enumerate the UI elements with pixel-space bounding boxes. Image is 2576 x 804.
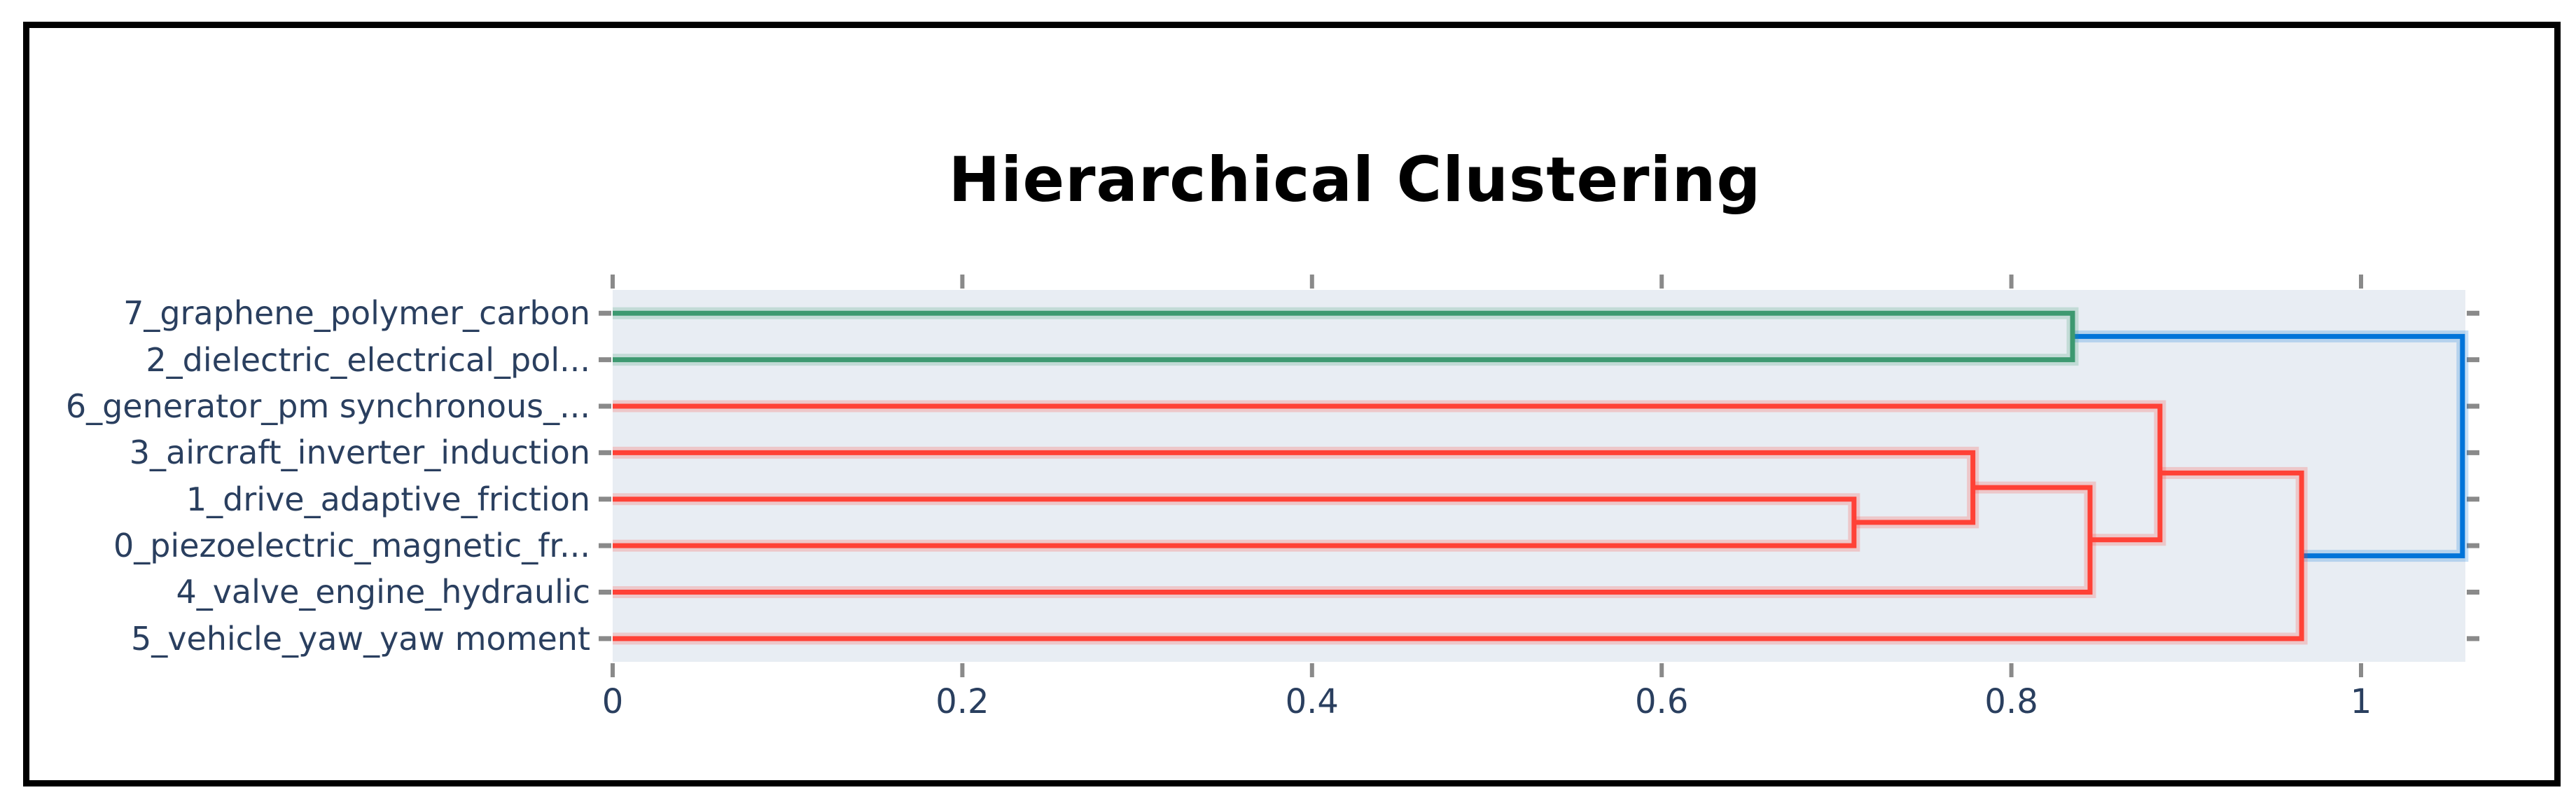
leaf-label: 2_dielectric_electrical_pol... <box>146 340 590 379</box>
leaf-label: 1_drive_adaptive_friction <box>186 480 590 518</box>
leaf-label: 6_generator_pm synchronous_... <box>65 387 590 425</box>
chart-title: Hierarchical Clustering <box>948 144 1762 216</box>
plot-area[interactable] <box>613 290 2465 662</box>
x-tick-label: 0.8 <box>1984 682 2038 721</box>
x-tick-label: 1 <box>2350 682 2372 721</box>
dendrogram-links-group <box>613 307 2469 645</box>
leaf-label: 3_aircraft_inverter_induction <box>129 434 590 472</box>
x-tick-label: 0.2 <box>935 682 989 721</box>
dendrogram-link-root <box>2073 333 2465 559</box>
x-tick-label: 0.4 <box>1285 682 1339 721</box>
leaf-label: 5_vehicle_yaw_yaw moment <box>130 619 590 658</box>
x-tick-label: 0.6 <box>1635 682 1689 721</box>
plot-background-group <box>613 290 2465 662</box>
axis-ticks-group <box>599 275 2479 677</box>
dendrogram-link-c5 <box>613 470 2304 642</box>
leaf-label: 0_piezoelectric_magnetic_fr... <box>113 527 590 565</box>
leaf-label: 7_graphene_polymer_carbon <box>123 294 590 333</box>
dendrogram-link-c4 <box>613 403 2163 543</box>
leaf-label: 4_valve_engine_hydraulic <box>176 573 590 611</box>
x-tick-label: 0 <box>601 682 624 721</box>
dendrogram-link-g <box>613 310 2075 363</box>
